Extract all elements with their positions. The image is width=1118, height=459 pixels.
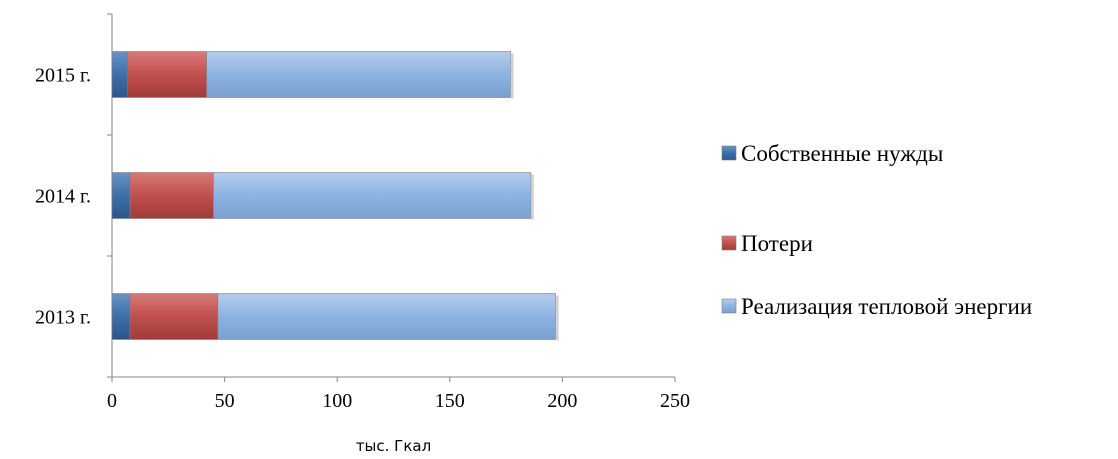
x-tick-label: 50 [215,390,235,412]
legend-swatch [721,298,737,314]
bar-segment [111,293,131,340]
legend-label: Реализация тепловой энергии [741,294,1032,319]
bar-segment [129,293,219,340]
legend-swatch [721,145,737,161]
bar-segment [129,172,214,219]
x-tick-label: 250 [660,390,690,412]
bar-segment [111,172,131,219]
x-tick-label: 200 [547,390,577,412]
x-axis-title: тыс. Гкал [356,437,431,455]
bar-segment [111,51,129,98]
bar-segment [217,293,556,340]
bar-segment [127,51,207,98]
bars [111,51,559,341]
x-tick-label: 0 [107,390,117,412]
x-tick-label: 100 [322,390,352,412]
legend: Собственные нужды Потери Реализация теплов… [721,141,1032,319]
y-tick-label: 2015 г. [35,65,91,87]
axes: 0 50 100 150 200 250 тыс. Гкал 2013 г. 2014 г. 20… [35,13,690,455]
bar-shadow [530,174,534,220]
bar-shadow [555,295,559,341]
legend-label: Собственные нужды [741,141,943,166]
legend-label: Потери [741,231,813,256]
x-tick-label: 150 [435,390,465,412]
bar-shadow [510,53,514,99]
y-tick-label: 2014 г. [35,186,91,208]
bar-segment [206,51,511,98]
bar-segment [213,172,532,219]
y-tick-label: 2013 г. [35,307,91,329]
legend-swatch [721,235,737,251]
